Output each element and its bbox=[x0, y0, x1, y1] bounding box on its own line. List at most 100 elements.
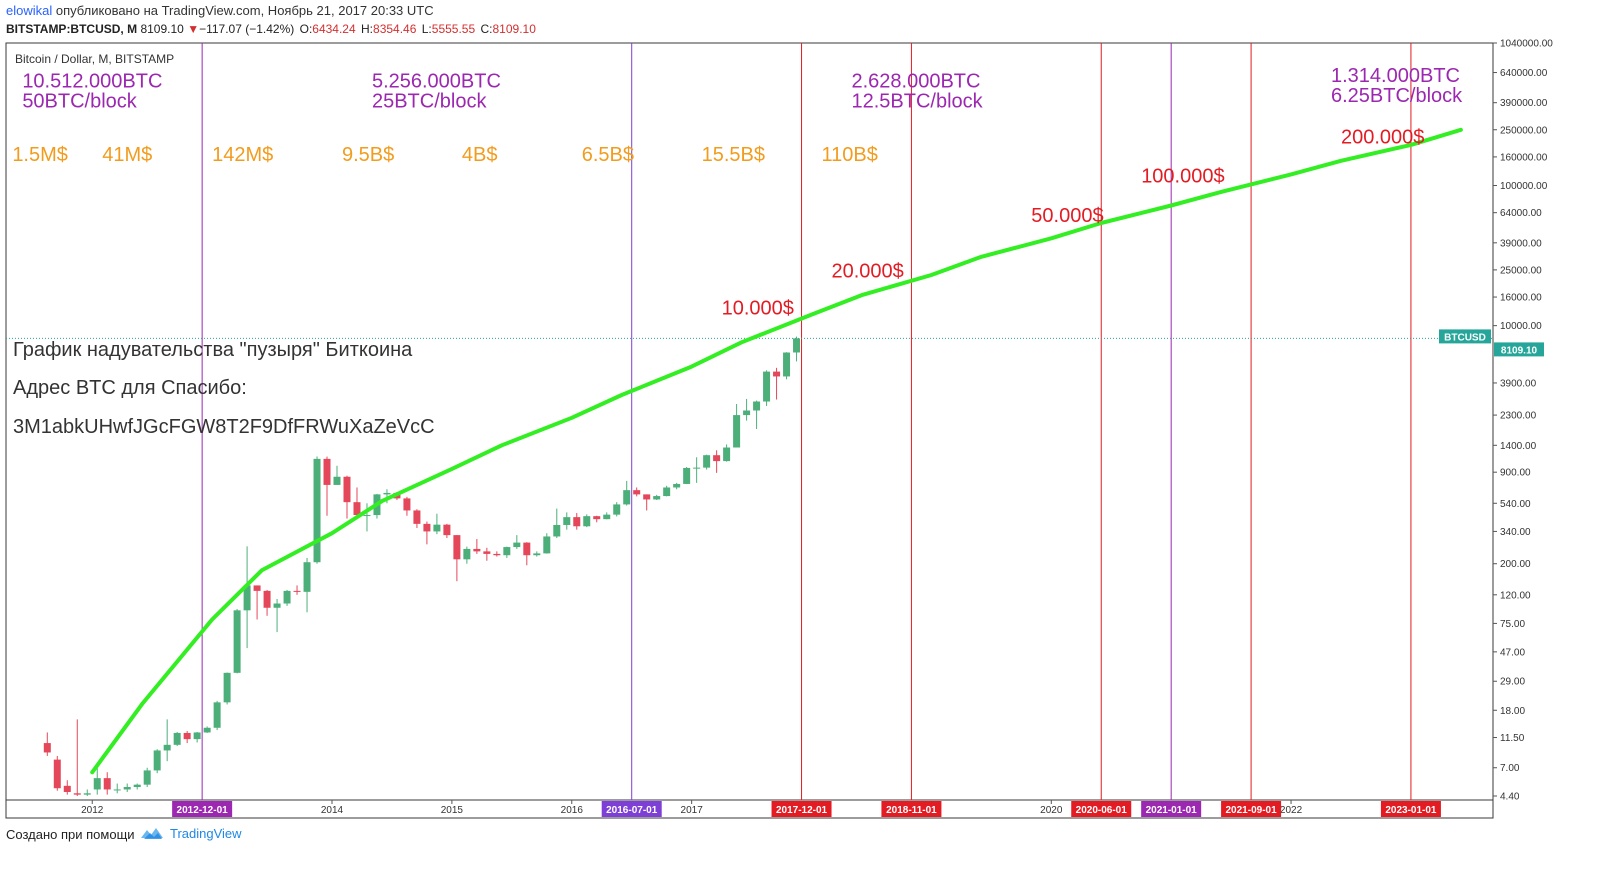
candle-body bbox=[63, 785, 71, 792]
date-tag-2023-01-01: 2023-01-01 bbox=[1385, 805, 1437, 816]
plot-frame bbox=[5, 42, 1494, 819]
y-tick-label: 640000.00 bbox=[1500, 68, 1548, 79]
candle-body bbox=[363, 515, 371, 517]
candle-body bbox=[523, 542, 531, 556]
candle-body bbox=[333, 476, 341, 485]
y-tick-label: 29.00 bbox=[1500, 677, 1525, 688]
note-title: График надувательства "пузыря" Биткоина bbox=[13, 339, 413, 361]
close-label: C: bbox=[480, 22, 493, 36]
market-cap-label: 1.5M$ bbox=[12, 144, 68, 166]
note-btc-address: 3M1abkUHwfJGcFGW8T2F9DfFRWuXaZeVcC bbox=[13, 416, 435, 438]
x-tick-label: 2015 bbox=[441, 805, 464, 816]
y-tick-label: 540.00 bbox=[1500, 499, 1531, 510]
open-label: O: bbox=[299, 22, 313, 36]
footer: Создано при помощи TradingView bbox=[0, 822, 1607, 862]
date-tag-bg bbox=[1380, 801, 1441, 817]
candle-body bbox=[293, 590, 301, 592]
y-tick-label: 25000.00 bbox=[1500, 265, 1542, 276]
author-link[interactable]: elowikal bbox=[6, 3, 53, 18]
tradingview-link[interactable]: TradingView bbox=[140, 825, 242, 841]
candle-body bbox=[743, 410, 751, 416]
candle-body bbox=[493, 553, 501, 556]
price-target-label: 100.000$ bbox=[1141, 166, 1224, 188]
price-target-label: 20.000$ bbox=[832, 261, 904, 283]
candle-body bbox=[593, 516, 601, 520]
candle-body bbox=[203, 727, 211, 733]
x-tick-label: 2020 bbox=[1040, 805, 1063, 816]
candle-body bbox=[263, 590, 271, 608]
y-tick-label: 75.00 bbox=[1500, 619, 1525, 630]
date-tag-2018-11-01: 2018-11-01 bbox=[886, 805, 937, 816]
market-cap-label: 6.5B$ bbox=[582, 144, 634, 166]
y-tick-label: 200.00 bbox=[1500, 559, 1531, 570]
candle-body bbox=[423, 523, 431, 532]
candle-body bbox=[143, 770, 151, 785]
y-tick-label: 3900.00 bbox=[1500, 378, 1537, 389]
candle-body bbox=[133, 784, 141, 788]
date-tag-bg bbox=[1071, 801, 1132, 817]
y-tick-label: 1400.00 bbox=[1500, 441, 1537, 452]
y-tick-label: 7.00 bbox=[1500, 763, 1520, 774]
candle-body bbox=[253, 585, 261, 591]
block-reward-label: 25BTC/block bbox=[372, 91, 487, 113]
candle-body bbox=[633, 490, 641, 495]
high-label: H: bbox=[361, 22, 374, 36]
candle-body bbox=[353, 502, 361, 516]
candle-body bbox=[413, 510, 421, 524]
candle-body bbox=[513, 542, 521, 548]
market-cap-label: 142M$ bbox=[212, 144, 273, 166]
candle-body bbox=[753, 401, 761, 411]
y-tick-label: 11.50 bbox=[1500, 733, 1525, 744]
candle-body bbox=[383, 492, 391, 495]
x-tick-label: 2014 bbox=[321, 805, 344, 816]
candle-body bbox=[83, 793, 91, 795]
last-price: 8109.10 bbox=[140, 22, 184, 36]
y-tick-label: 4.40 bbox=[1500, 792, 1520, 803]
market-cap-label: 4B$ bbox=[462, 144, 498, 166]
supply-label: 1.314.000BTC bbox=[1331, 65, 1460, 87]
candle-body bbox=[673, 483, 681, 488]
date-tag-2021-01-01: 2021-01-01 bbox=[1146, 805, 1198, 816]
date-tag-bg bbox=[771, 801, 832, 817]
candle-body bbox=[273, 603, 281, 608]
candle-body bbox=[163, 744, 171, 751]
published-text: опубликовано на TradingView.com, Ноябрь … bbox=[55, 3, 434, 18]
made-with-text: Создано при помощи bbox=[6, 827, 135, 842]
price-target-label: 10.000$ bbox=[722, 298, 794, 320]
supply-label: 2.628.000BTC bbox=[851, 71, 980, 93]
candle-body bbox=[113, 789, 121, 791]
market-cap-label: 9.5B$ bbox=[342, 144, 394, 166]
y-tick-label: 120.00 bbox=[1500, 590, 1531, 601]
market-cap-label: 110B$ bbox=[822, 144, 878, 166]
date-tag-bg bbox=[601, 801, 662, 817]
candle-body bbox=[453, 535, 461, 560]
candle-body bbox=[173, 732, 181, 745]
growth-curve bbox=[90, 127, 1463, 775]
candle-body bbox=[323, 458, 331, 485]
date-tag-bg bbox=[881, 801, 942, 817]
candle-body bbox=[643, 494, 651, 500]
candle-body bbox=[683, 467, 691, 484]
candle-body bbox=[723, 447, 731, 462]
candle-body bbox=[563, 517, 571, 525]
symbol-line: BITSTAMP:BTCUSD, M 8109.10 ▼−117.07 (−1.… bbox=[6, 22, 536, 36]
candle-body bbox=[53, 759, 61, 789]
candle-body bbox=[193, 732, 201, 740]
publication-line: elowikal опубликовано на TradingView.com… bbox=[6, 3, 434, 18]
supply-label: 10.512.000BTC bbox=[22, 71, 162, 93]
symbol-tag-label: BTCUSD bbox=[1444, 332, 1486, 343]
symbol-name: BITSTAMP:BTCUSD, M bbox=[6, 22, 138, 36]
y-tick-label: 39000.00 bbox=[1500, 238, 1542, 249]
price-tag-value: 8109.10 bbox=[1501, 345, 1538, 356]
candle-body bbox=[773, 371, 781, 377]
y-tick-label: 18.00 bbox=[1500, 706, 1525, 717]
candle-body bbox=[713, 455, 721, 462]
candle-body bbox=[693, 467, 701, 469]
symbol-tag bbox=[1439, 329, 1491, 344]
y-tick-label: 47.00 bbox=[1500, 647, 1525, 658]
date-tag-2020-06-01: 2020-06-01 bbox=[1076, 805, 1128, 816]
candle-body bbox=[473, 548, 481, 552]
date-tag-bg bbox=[1141, 801, 1202, 817]
candle-body bbox=[703, 455, 711, 468]
